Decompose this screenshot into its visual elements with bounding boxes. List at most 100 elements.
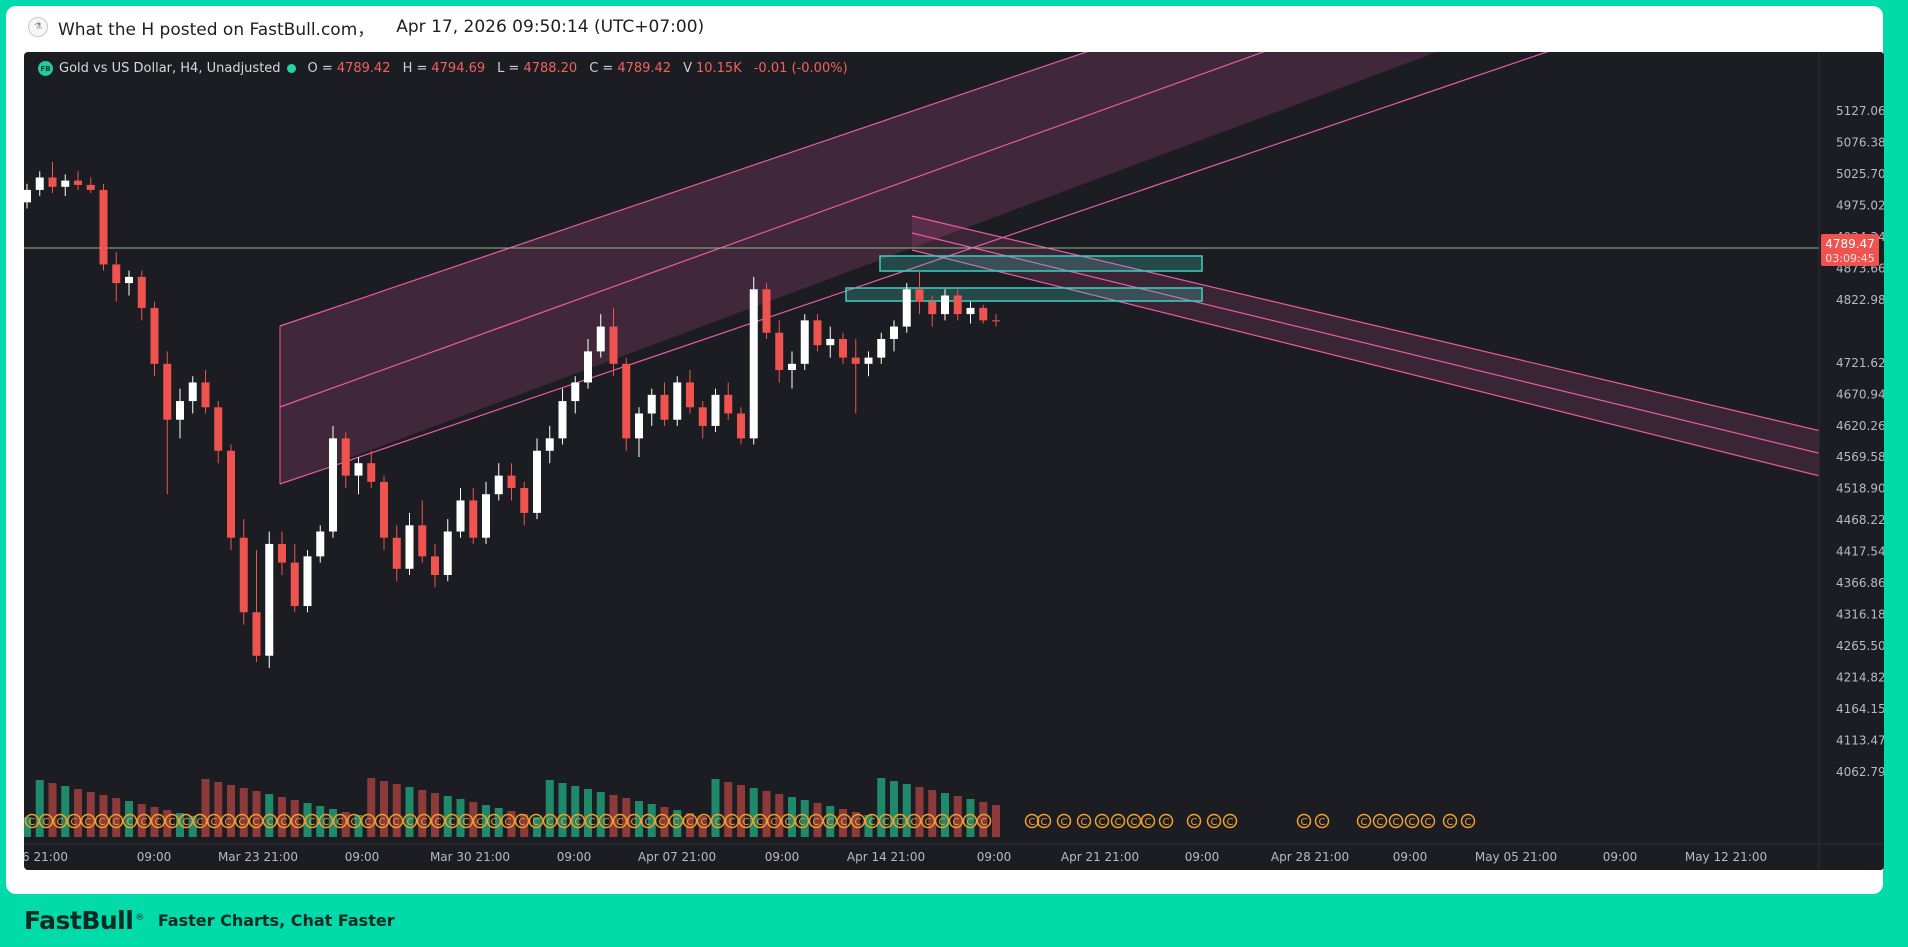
event-marker-glyph: C <box>1145 817 1152 828</box>
candle-body <box>609 326 618 364</box>
event-marker-icon <box>1056 813 1072 829</box>
volume-bar <box>112 798 121 837</box>
drawing-layer <box>279 52 1884 493</box>
volume-bar <box>405 787 414 837</box>
event-marker-glyph: C <box>869 817 876 828</box>
event-marker-glyph: C <box>407 817 414 828</box>
fastbull-logo[interactable]: FastBull ® <box>24 906 144 935</box>
event-marker-glyph: C <box>85 817 92 828</box>
volume-layer <box>24 778 1000 837</box>
candle-body <box>252 612 261 656</box>
candle-body <box>367 463 376 482</box>
candle-body <box>35 177 44 190</box>
event-marker-icon <box>570 813 586 829</box>
candle-body <box>125 276 133 284</box>
volume-bar <box>992 805 1000 837</box>
candle-body <box>966 307 975 315</box>
volume-bar <box>902 784 911 837</box>
event-marker-glyph: C <box>561 817 568 828</box>
symbol-name[interactable]: Gold vs US Dollar, H4, Unadjusted <box>59 61 281 76</box>
event-marker-icon <box>836 813 852 829</box>
event-marker-icon <box>682 813 698 829</box>
candle-body <box>749 289 758 439</box>
price-tick-label: 4265.50 <box>1836 639 1884 653</box>
price-tick-label: 5025.70 <box>1836 167 1884 181</box>
event-marker-glyph: C <box>645 817 652 828</box>
event-marker-glyph: C <box>1041 817 1048 828</box>
candle-body <box>647 394 656 414</box>
event-marker-icon <box>52 813 68 829</box>
event-marker-glyph: C <box>491 817 498 828</box>
volume-bar <box>584 789 592 837</box>
event-marker-glyph: C <box>435 817 442 828</box>
event-marker-glyph: C <box>57 817 64 828</box>
time-tick-label: May 12 21:00 <box>1685 850 1767 864</box>
event-marker-icon <box>108 813 124 829</box>
time-tick-label: Apr 21 21:00 <box>1061 850 1139 864</box>
volume-bar <box>188 816 197 837</box>
candle-body <box>227 450 235 538</box>
event-marker-icon <box>1388 813 1404 829</box>
candle-body <box>99 189 108 265</box>
event-marker-icon <box>794 813 810 829</box>
candle-body <box>405 525 414 569</box>
event-marker-glyph: C <box>505 817 512 828</box>
event-marker-icon <box>1460 813 1476 829</box>
time-tick-label: Mar 16 21:00 <box>24 850 68 864</box>
price-tick-label: 4113.47 <box>1836 734 1884 748</box>
candle-body <box>673 382 682 420</box>
event-marker-icon <box>220 813 236 829</box>
volume-bar <box>660 807 669 837</box>
event-marker-icon <box>360 813 376 829</box>
event-marker-icon <box>864 813 880 829</box>
volume-bar <box>74 789 82 837</box>
event-marker-icon <box>416 813 432 829</box>
price-tick-label: 4518.90 <box>1836 482 1884 496</box>
event-marker-icon <box>612 813 628 829</box>
volume-bar <box>290 800 299 837</box>
event-marker-glyph: C <box>1029 817 1036 828</box>
event-marker-icon <box>514 813 530 829</box>
time-tick-label: 09:00 <box>345 850 380 864</box>
event-marker-glyph: C <box>1361 817 1368 828</box>
volume-bar <box>839 809 847 837</box>
volume-bar <box>686 813 694 837</box>
supply-zone-upper <box>879 255 1203 272</box>
event-marker-icon <box>1314 813 1330 829</box>
event-marker-glyph: C <box>813 817 820 828</box>
event-marker-icon <box>1076 813 1092 829</box>
candle-body <box>698 407 707 426</box>
event-marker-icon <box>1442 813 1458 829</box>
candle-body <box>724 394 733 414</box>
event-marker-glyph: C <box>1061 817 1068 828</box>
time-tick-label: 09:00 <box>765 850 800 864</box>
event-marker-icon <box>584 813 600 829</box>
event-marker-glyph: C <box>477 817 484 828</box>
volume-bar <box>775 794 784 837</box>
event-marker-icon <box>1206 813 1222 829</box>
candle-body <box>341 438 350 476</box>
candle-body <box>775 332 784 371</box>
avatar[interactable]: ⚗ <box>28 17 48 37</box>
event-marker-glyph: C <box>141 817 148 828</box>
event-marker-icon <box>542 813 558 829</box>
candle-body <box>265 543 274 656</box>
event-marker-icon <box>892 813 908 829</box>
volume-bar <box>239 788 248 837</box>
candle-body <box>380 481 388 538</box>
candle-body <box>813 320 822 346</box>
event-marker-icon <box>780 813 796 829</box>
open-key: O = <box>307 61 333 76</box>
event-marker-glyph: C <box>1099 817 1106 828</box>
volume-bar <box>928 790 937 837</box>
low-key: L = <box>497 61 520 76</box>
event-marker-glyph: C <box>799 817 806 828</box>
candle-body <box>839 338 847 358</box>
volume-bar <box>724 782 733 837</box>
event-marker-icon <box>976 813 992 829</box>
time-tick-label: 09:00 <box>557 850 592 864</box>
market-status-icon <box>286 64 296 73</box>
price-tick-label: 4062.79 <box>1836 765 1884 779</box>
